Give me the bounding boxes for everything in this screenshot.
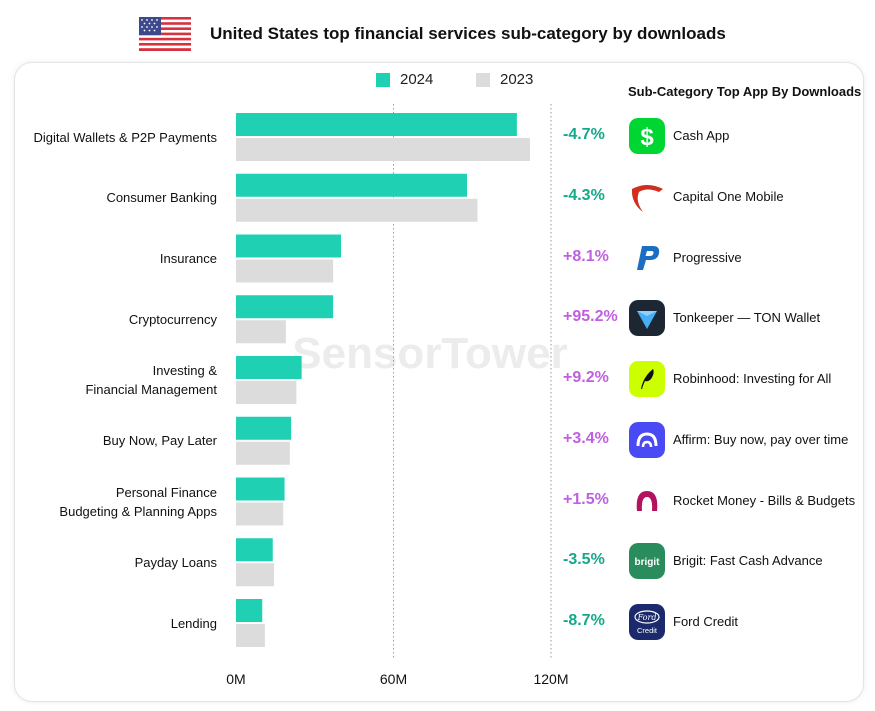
app-name-label: Tonkeeper — TON Wallet [673, 310, 821, 326]
app-name-label: Capital One Mobile [673, 188, 784, 204]
yoy-change-label: +95.2% [563, 308, 618, 326]
category-label: Lending [7, 614, 217, 633]
bar-2024-8 [236, 599, 263, 622]
robinhood-icon [629, 361, 665, 397]
app-name-label: Rocket Money - Bills & Budgets [673, 492, 856, 508]
bar-2023-3 [236, 320, 286, 344]
category-label: Buy Now, Pay Later [7, 431, 217, 450]
bar-2024-6 [236, 477, 285, 501]
category-label: Personal Finance Budgeting & Planning App… [7, 483, 217, 521]
tonkeeper-icon [629, 300, 665, 337]
yoy-change-label: +9.2% [563, 369, 609, 386]
yoy-change-label: +3.4% [563, 429, 609, 447]
category-label-line: Consumer Banking [106, 190, 217, 206]
x-tick-label: 120M [533, 671, 569, 687]
panel-title: Sub-Category Top App By Downloads [628, 84, 862, 99]
app-name-label: Ford Credit [673, 614, 739, 629]
category-label-line: Buy Now, Pay Later [102, 433, 217, 449]
svg-text:$: $ [640, 124, 654, 151]
legend-label-2024: 2024 [400, 71, 434, 88]
category-label: Insurance [7, 249, 217, 268]
yoy-change-label: -4.3% [563, 186, 605, 204]
bar-2024-1 [236, 173, 467, 197]
bar-2023-8 [236, 624, 265, 647]
bar-2024-4 [236, 356, 302, 379]
category-label-line: Financial Management [85, 382, 217, 397]
bar-2024-7 [236, 538, 273, 562]
legend-item-2023: 2023 [476, 71, 533, 88]
bar-2024-0 [236, 113, 517, 136]
app-name-label: Cash App [673, 128, 730, 143]
yoy-change-label: -4.7% [563, 126, 605, 143]
cash-app-icon: $ [629, 118, 665, 154]
legend-swatch-2024 [376, 72, 390, 87]
category-label: Investing & Financial Management [7, 361, 217, 399]
yoy-change-label: +8.1% [563, 247, 609, 265]
app-name-label: Progressive [673, 249, 742, 265]
yoy-change-label: -8.7% [563, 612, 605, 629]
bar-2023-5 [236, 441, 290, 465]
x-tick-label: 60M [379, 671, 408, 687]
svg-text:Ford: Ford [637, 613, 657, 622]
category-label-line: Insurance [159, 251, 217, 266]
category-label-line: Cryptocurrency [128, 311, 217, 327]
category-label: Digital Wallets & P2P Payments [7, 128, 217, 147]
brigit-icon: brigit [629, 543, 665, 580]
bar-2024-3 [236, 295, 334, 319]
affirm-icon [629, 421, 665, 458]
app-name-label: Affirm: Buy now, pay over time [673, 431, 849, 447]
bar-2024-2 [236, 234, 341, 258]
x-tick-label: 0M [226, 671, 246, 687]
bar-2023-0 [236, 138, 530, 161]
app-name-label: Robinhood: Investing for All [673, 371, 832, 386]
progressive-icon [629, 239, 665, 276]
bar-2023-1 [236, 198, 478, 222]
bar-2023-6 [236, 502, 284, 526]
capital-one-icon [629, 178, 665, 215]
svg-text:Credit: Credit [637, 626, 658, 635]
bar-2023-4 [236, 381, 297, 404]
chart-card [14, 62, 864, 702]
us-flag-icon [139, 17, 191, 51]
legend-label-2023: 2023 [500, 71, 534, 88]
legend-swatch-2023 [476, 72, 490, 87]
category-label: Payday Loans [7, 553, 217, 572]
watermark: SensorTower [292, 329, 567, 378]
yoy-change-label: +1.5% [563, 490, 609, 508]
ford-credit-icon: Ford Credit [629, 604, 665, 640]
rocket-money-icon [629, 482, 665, 519]
bar-2023-2 [236, 259, 334, 283]
bar-2023-7 [236, 563, 275, 587]
category-label-line: Investing & [152, 363, 217, 378]
svg-text:brigit: brigit [635, 557, 661, 568]
chart-title: United States top financial services sub… [210, 24, 726, 43]
category-label-line: Personal Finance [115, 484, 217, 500]
category-label-line: Budgeting & Planning Apps [59, 503, 217, 519]
category-label: Cryptocurrency [7, 310, 217, 329]
legend-item-2024: 2024 [376, 71, 433, 88]
app-name-label: Brigit: Fast Cash Advance [673, 553, 823, 569]
category-label-line: Digital Wallets & P2P Payments [33, 129, 217, 145]
category-label: Consumer Banking [7, 188, 217, 207]
yoy-change-label: -3.5% [563, 551, 605, 569]
bar-2024-5 [236, 416, 292, 440]
category-label-line: Lending [170, 615, 217, 631]
category-label-line: Payday Loans [134, 554, 217, 570]
